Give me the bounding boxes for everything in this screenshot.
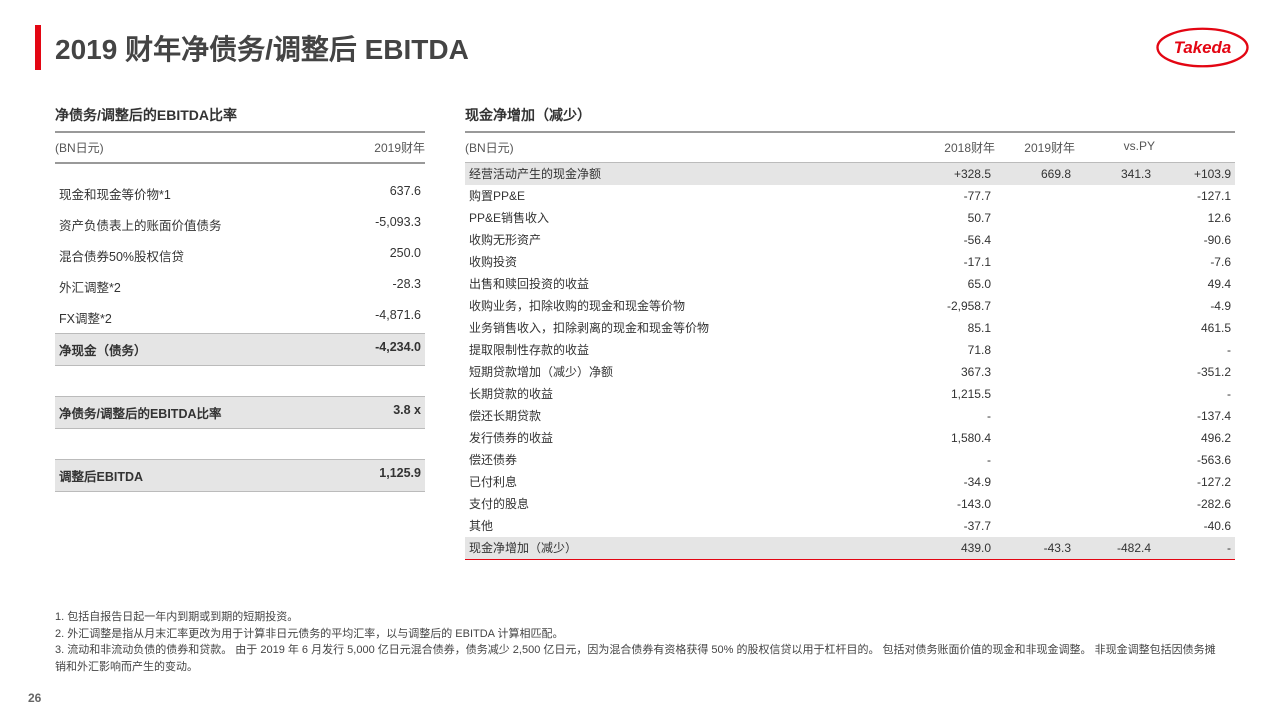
table-row: 偿还债券--563.6	[465, 449, 1235, 471]
left-header-row: (BN日元) 2019财年	[55, 139, 425, 164]
year-label: 2019财年	[374, 139, 425, 156]
page-number: 26	[28, 691, 41, 705]
ratio-row: 净债务/调整后的EBITDA比率3.8 x	[55, 396, 425, 429]
table-row: 收购投资-17.1-7.6	[465, 251, 1235, 273]
table-row: 收购业务，扣除收购的现金和现金等价物-2,958.7-4.9	[465, 295, 1235, 317]
table-row: 偿还长期贷款--137.4	[465, 405, 1235, 427]
accent-bar	[35, 25, 41, 70]
right-section-title: 现金净增加（减少）	[465, 105, 1235, 133]
table-row: 短期贷款增加（减少）净额367.3-351.2	[465, 361, 1235, 383]
table-row: 其他-37.7-40.6	[465, 515, 1235, 537]
table-row: PP&E销售收入50.712.6	[465, 207, 1235, 229]
total-cash-row: 现金净增加（减少） 439.0 -43.3 -482.4 -	[465, 537, 1235, 560]
page-title: 2019 财年净债务/调整后 EBITDA	[55, 28, 469, 68]
footnote-1: 1. 包括自报告日起一年内到期或到期的短期投资。	[55, 609, 1225, 626]
footnote-2: 2. 外汇调整是指从月末汇率更改为用于计算非日元债务的平均汇率，以与调整后的 E…	[55, 626, 1225, 643]
takeda-logo: Takeda	[1155, 25, 1250, 75]
table-row: 收购无形资产-56.4-90.6	[465, 229, 1235, 251]
table-row: FX调整*2-4,871.6	[55, 302, 425, 334]
table-row: 购置PP&E-77.7-127.1	[465, 185, 1235, 207]
table-row: 已付利息-34.9-127.2	[465, 471, 1235, 493]
table-row: 发行债券的收益1,580.4496.2	[465, 427, 1235, 449]
footnote-3: 3. 流动和非流动负债的债券和贷款。 由于 2019 年 6 月发行 5,000…	[55, 642, 1225, 675]
content-area: 净债务/调整后的EBITDA比率 (BN日元) 2019财年 现金和现金等价物*…	[55, 105, 1235, 560]
operating-cash-row: 经营活动产生的现金净额 +328.5 669.8 341.3 +103.9	[465, 163, 1235, 185]
table-row: 外汇调整*2-28.3	[55, 271, 425, 302]
col-2018: 2018财年	[915, 139, 995, 156]
footnotes: 1. 包括自报告日起一年内到期或到期的短期投资。 2. 外汇调整是指从月末汇率更…	[55, 609, 1225, 675]
left-section-title: 净债务/调整后的EBITDA比率	[55, 105, 425, 133]
table-row: 现金和现金等价物*1637.6	[55, 178, 425, 209]
col-vspy: vs.PY	[1075, 139, 1155, 156]
table-row: 长期贷款的收益1,215.5-	[465, 383, 1235, 405]
unit-label: (BN日元)	[55, 139, 104, 156]
table-row: 提取限制性存款的收益71.8-	[465, 339, 1235, 361]
table-row: 混合债券50%股权信贷250.0	[55, 240, 425, 271]
svg-text:Takeda: Takeda	[1174, 38, 1231, 57]
ebitda-row: 调整后EBITDA1,125.9	[55, 459, 425, 492]
col-2019: 2019财年	[995, 139, 1075, 156]
right-column: 现金净增加（减少） (BN日元) 2018财年 2019财年 vs.PY 经营活…	[465, 105, 1235, 560]
net-cash-row: 净现金（债务）-4,234.0	[55, 334, 425, 366]
table-row: 出售和赎回投资的收益65.049.4	[465, 273, 1235, 295]
table-row: 支付的股息-143.0-282.6	[465, 493, 1235, 515]
left-column: 净债务/调整后的EBITDA比率 (BN日元) 2019财年 现金和现金等价物*…	[55, 105, 425, 560]
unit-label: (BN日元)	[465, 139, 915, 156]
table-row: 资产负债表上的账面价值债务-5,093.3	[55, 209, 425, 240]
right-header-row: (BN日元) 2018财年 2019财年 vs.PY	[465, 139, 1235, 163]
table-row: 业务销售收入，扣除剥离的现金和现金等价物85.1461.5	[465, 317, 1235, 339]
